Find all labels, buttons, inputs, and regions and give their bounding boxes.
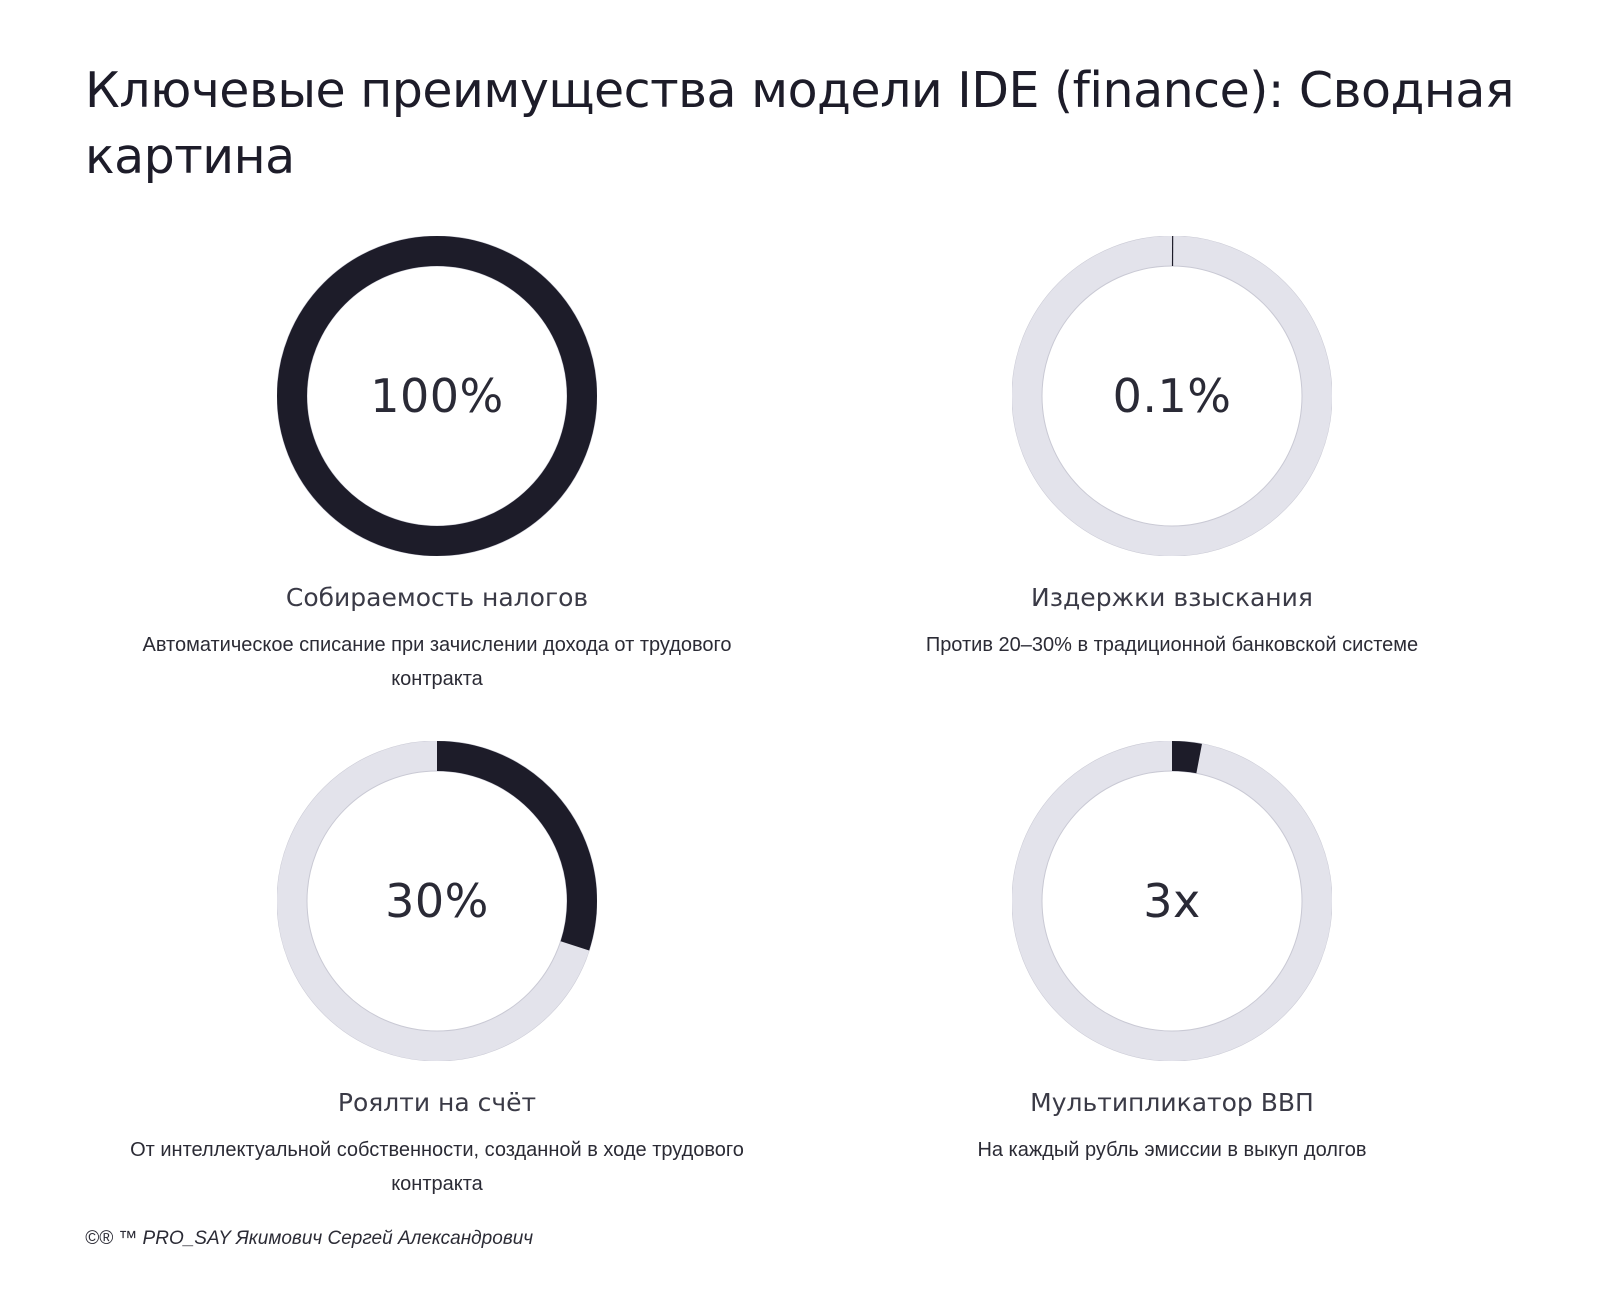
metric-label: Собираемость налогов (285, 583, 589, 612)
metric-card-collection-costs: 0.1% Издержки взыскания Против 20–30% в … (812, 236, 1532, 662)
donut-svg (277, 236, 597, 556)
donut-value-arc (277, 741, 597, 1061)
donut-svg (277, 741, 597, 1061)
metric-label: Мультипликатор ВВП (1030, 1088, 1314, 1117)
donut-value: 30% (385, 874, 489, 928)
donut-svg (1012, 236, 1332, 556)
donut-track-inner-edge (1041, 770, 1303, 1032)
donut-svg (1012, 741, 1332, 1061)
donut-chart: 30% (277, 741, 597, 1061)
metric-description: Против 20–30% в традиционной банковской … (925, 634, 1419, 656)
donut-value-arc (1012, 236, 1332, 556)
donut-chart: 3x (1012, 741, 1332, 1061)
metric-description: На каждый рубль эмиссии в выкуп долгов (977, 1139, 1367, 1161)
metric-description: Автоматическое списание при зачислении д… (142, 634, 732, 690)
donut-value: 100% (370, 369, 504, 423)
copyright-note: ©® ™ PRO_SAY Якимович Сергей Александров… (85, 1228, 534, 1249)
donut-value: 3x (1143, 874, 1201, 928)
metric-description: От интеллектуальной собственности, созда… (130, 1139, 744, 1195)
metric-card-royalty: 30% Роялти на счёт От интеллектуальной с… (77, 741, 797, 1201)
metric-card-gdp-multiplier: 3x Мультипликатор ВВП На каждый рубль эм… (812, 741, 1532, 1167)
metric-card-tax-collection: 100% Собираемость налогов Автоматическое… (77, 236, 797, 696)
donut-value-arc (1012, 741, 1332, 1061)
metric-label: Издержки взыскания (1031, 583, 1313, 612)
donut-value: 0.1% (1112, 369, 1232, 423)
page-title: Ключевые преимущества модели IDE (financ… (85, 62, 1514, 185)
metric-label: Роялти на счёт (337, 1088, 537, 1117)
donut-value-arc (277, 236, 597, 556)
donut-chart: 100% (277, 236, 597, 556)
donut-chart: 0.1% (1012, 236, 1332, 556)
